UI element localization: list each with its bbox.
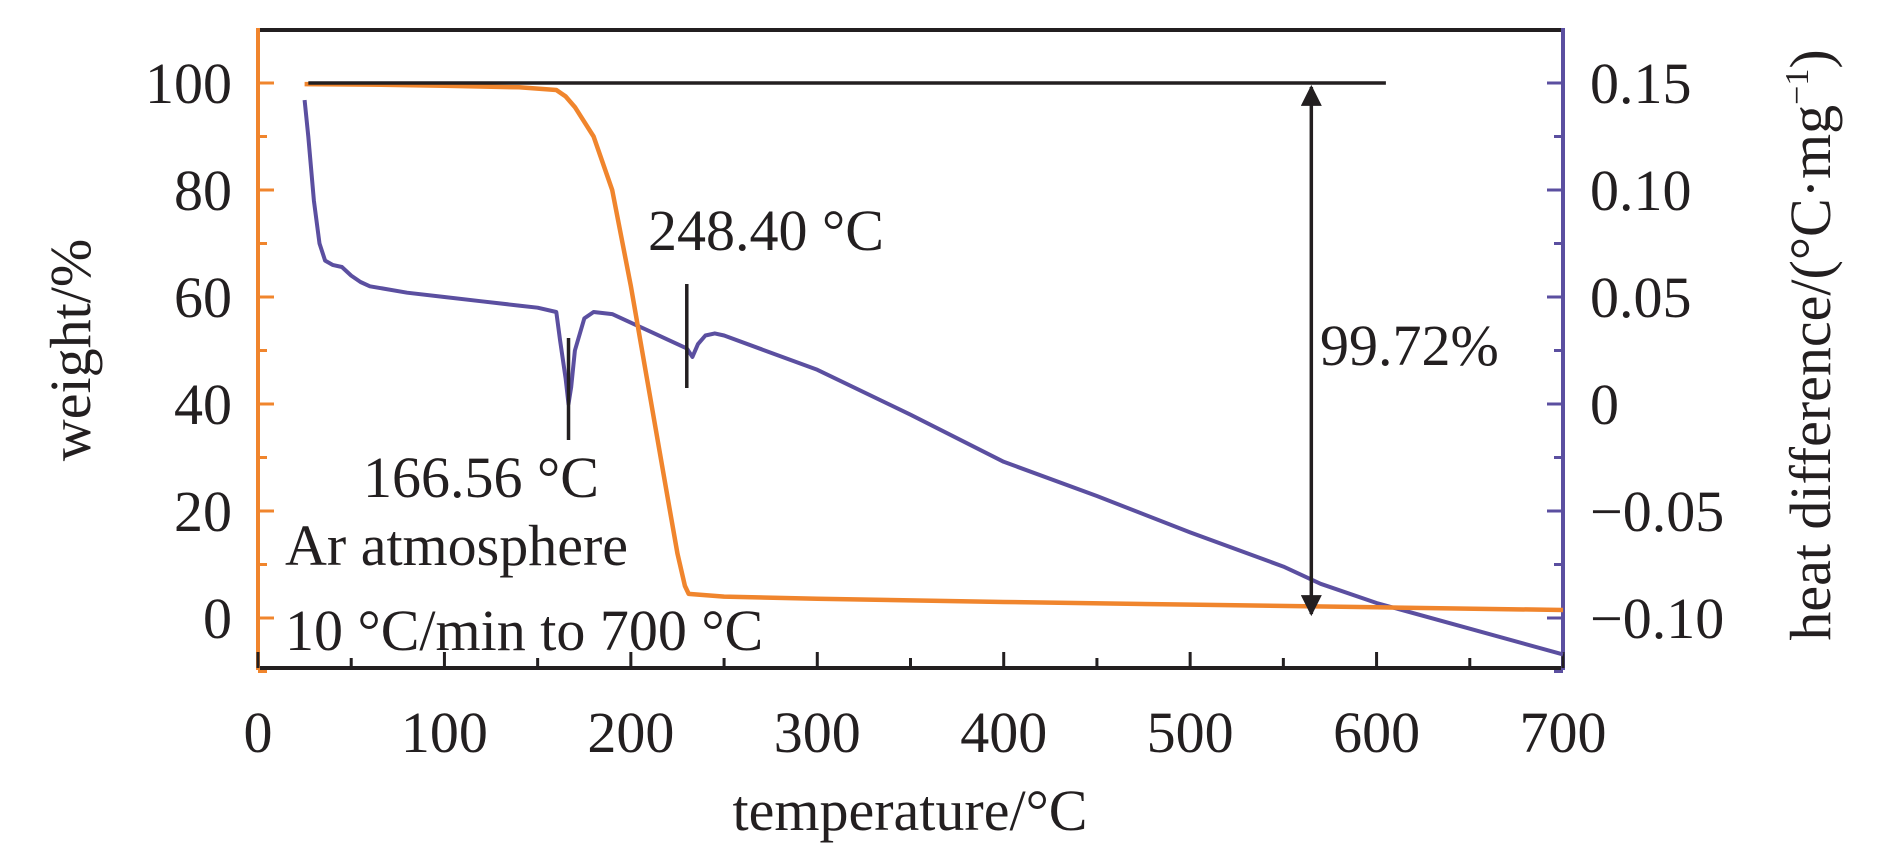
right-tick-label: −0.05 — [1590, 479, 1724, 544]
right-tick-label: 0.05 — [1590, 265, 1692, 330]
right-tick-label: 0.15 — [1590, 51, 1692, 116]
right-axis-title-close: ) — [1778, 49, 1843, 68]
left-tick-label: 20 — [174, 479, 232, 544]
peak-2-label: 248.40 °C — [648, 198, 884, 263]
right-tick-label: −0.10 — [1590, 586, 1724, 651]
x-tick-label: 700 — [1520, 700, 1607, 765]
right-tick-label: 0.10 — [1590, 158, 1692, 223]
x-tick-label: 400 — [960, 700, 1047, 765]
left-axis-title: weight/% — [38, 239, 103, 461]
weight-series-line — [304, 81, 1564, 613]
x-tick-label: 600 — [1333, 700, 1420, 765]
left-tick-label: 100 — [145, 51, 232, 116]
right-axis-title: heat difference/(°C·mg−1) — [1778, 49, 1843, 640]
x-tick-label: 200 — [587, 700, 674, 765]
atmosphere-label: Ar atmosphere — [285, 513, 628, 578]
heating-rate-label: 10 °C/min to 700 °C — [285, 598, 763, 663]
x-tick-label: 500 — [1147, 700, 1234, 765]
left-tick-label: 60 — [174, 265, 232, 330]
right-tick-label: 0 — [1590, 372, 1619, 437]
x-axis-title: temperature/°C — [733, 778, 1088, 843]
x-tick-label: 300 — [774, 700, 861, 765]
left-tick-label: 80 — [174, 158, 232, 223]
left-tick-label: 40 — [174, 372, 232, 437]
mass-loss-label: 99.72% — [1320, 313, 1499, 378]
right-axis-title-sup: −1 — [1779, 69, 1816, 105]
left-tick-label: 0 — [203, 586, 232, 651]
right-axis-title-main: heat difference/(°C·mg — [1778, 105, 1843, 641]
peak-1-label: 166.56 °C — [363, 445, 599, 510]
heat-difference-series-line — [302, 99, 1564, 657]
x-tick-label: 0 — [244, 700, 273, 765]
x-tick-label: 100 — [401, 700, 488, 765]
